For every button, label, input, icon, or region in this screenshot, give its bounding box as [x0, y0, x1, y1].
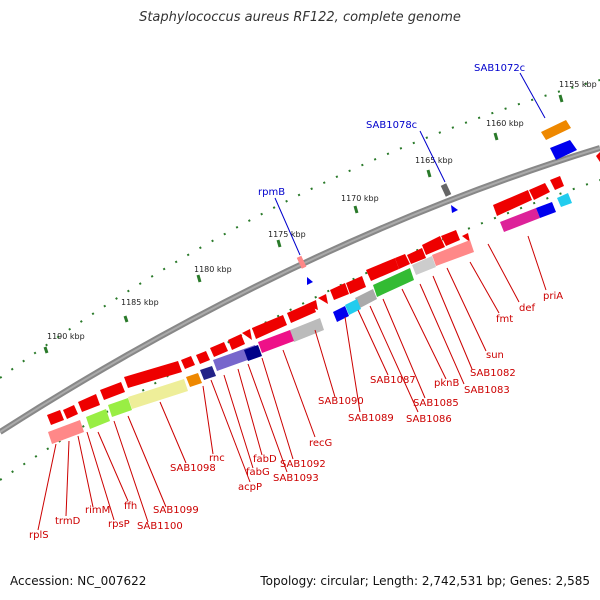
major-ticks [43, 94, 564, 354]
gene-arrow [550, 140, 577, 160]
gene-label: rplS [29, 530, 49, 541]
genome-summary-text: Topology: circular; Length: 2,742,531 bp… [260, 574, 590, 588]
tick-label: 1160 kbp [486, 119, 524, 128]
rna-gene [296, 255, 307, 269]
gene-label: SAB1099 [153, 505, 199, 516]
tick-label: 1185 kbp [121, 298, 159, 307]
tick-label: 1175 kbp [268, 230, 306, 239]
rna-label: SAB1078c [366, 120, 417, 131]
gene-label: rnc [209, 453, 225, 464]
gene-label: pknB [434, 378, 459, 389]
gene-label: SAB1089 [348, 413, 394, 424]
gene-label: def [519, 303, 536, 314]
gene-label: fmt [496, 314, 513, 325]
tick-label: 1165 kbp [415, 156, 453, 165]
gene-label: sun [486, 350, 504, 361]
gene-label: rimM [85, 505, 110, 516]
gene-label: SAB1083 [464, 385, 510, 396]
gene-label: fabG [246, 467, 270, 478]
rna-arrow [451, 205, 458, 213]
leader-lines [37, 235, 547, 531]
inner-row-2-genes [48, 193, 572, 444]
gene-label: fabD [253, 454, 277, 465]
accession-text: Accession: NC_007622 [10, 574, 147, 588]
genome-backbone [0, 145, 600, 435]
tick-label: 1170 kbp [341, 194, 379, 203]
gene-label: ffh [124, 501, 137, 512]
gene-label: priA [543, 291, 563, 302]
rna-gene [440, 183, 452, 197]
gene-label: SAB1090 [318, 396, 364, 407]
gene-label: rpsP [108, 519, 130, 530]
gene-label: SAB1087 [370, 375, 416, 386]
backbone-highlight [0, 147, 600, 433]
gene-label: acpP [238, 482, 262, 493]
tick-label: 1190 kbp [47, 332, 85, 341]
gene-label: SAB1086 [406, 414, 452, 425]
gene-arrow [596, 152, 600, 162]
gene-arrow [541, 120, 571, 140]
gene-label: SAB1098 [170, 463, 216, 474]
gene-label: SAB1100 [137, 521, 183, 532]
rna-leader-lines [274, 72, 546, 256]
tick-label: 1155 kbp [559, 80, 597, 89]
gene-label: SAB1093 [273, 473, 319, 484]
upper-strand-genes [296, 120, 600, 285]
tick-label: 1180 kbp [194, 265, 232, 274]
rna-label: rpmB [258, 187, 285, 198]
gene-label: SAB1082 [470, 368, 516, 379]
rna-label: SAB1072c [474, 63, 525, 74]
map-title: Staphylococcus aureus RF122, complete ge… [139, 10, 461, 25]
inner-row-1-genes [47, 176, 564, 425]
gene-label: recG [309, 438, 332, 449]
gene-label: trmD [55, 516, 81, 527]
gene-label: SAB1085 [413, 398, 459, 409]
rna-arrow [307, 277, 313, 285]
gene-label: SAB1092 [280, 459, 326, 470]
